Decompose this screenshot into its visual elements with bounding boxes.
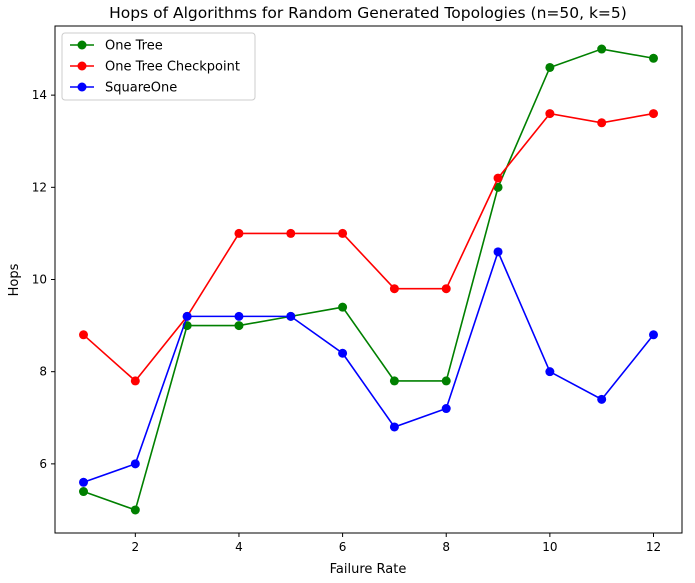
data-point-squareone: [649, 330, 658, 340]
data-point-squareone: [130, 459, 140, 469]
data-point-one-tree-checkpoint: [493, 173, 503, 183]
data-point-one-tree: [597, 44, 607, 54]
y-axis-label: Hops: [7, 263, 22, 296]
legend-item-squareone: SquareOne: [70, 81, 177, 96]
data-point-squareone: [338, 348, 348, 358]
legend-marker: [77, 61, 87, 71]
data-point-squareone: [286, 311, 296, 321]
legend-marker: [77, 40, 87, 50]
x-tick-label: 4: [235, 540, 243, 554]
data-point-one-tree-checkpoint: [79, 330, 88, 340]
plot-frame: [54, 25, 683, 534]
series-line-one-tree: [83, 48, 654, 511]
data-point-one-tree-checkpoint: [649, 109, 658, 119]
legend-item-one-tree: One Tree: [70, 39, 163, 54]
data-point-one-tree: [79, 487, 88, 497]
legend-label: SquareOne: [105, 81, 177, 96]
legend-box: [61, 32, 256, 101]
legend-label: One Tree: [105, 39, 163, 54]
data-point-one-tree: [338, 302, 348, 312]
data-point-one-tree: [441, 376, 451, 386]
data-point-one-tree-checkpoint: [130, 376, 140, 386]
y-tick-label: 8: [39, 365, 47, 379]
data-point-squareone: [389, 422, 399, 432]
data-point-one-tree: [130, 505, 140, 515]
legend-item-one-tree-checkpoint: One Tree Checkpoint: [70, 60, 240, 75]
y-tick-label: 12: [32, 180, 47, 194]
series-squareone: [79, 247, 658, 487]
legend: One Tree One Tree Checkpoint SquareOne: [61, 32, 256, 101]
data-point-one-tree-checkpoint: [389, 284, 399, 294]
x-tick-label: 10: [542, 540, 557, 554]
data-point-squareone: [545, 367, 555, 377]
y-tick-label: 14: [32, 88, 47, 102]
y-tick-label: 10: [32, 273, 47, 287]
data-point-squareone: [234, 311, 244, 321]
data-point-one-tree: [545, 62, 555, 72]
x-tick-label: 12: [646, 540, 661, 554]
y-axis-ticks: 6 8 10 12 14: [32, 88, 55, 471]
data-point-squareone: [493, 247, 503, 257]
data-point-one-tree: [389, 376, 399, 386]
data-point-one-tree: [649, 53, 658, 63]
data-point-squareone: [441, 404, 451, 414]
x-tick-label: 6: [339, 540, 347, 554]
data-point-one-tree-checkpoint: [597, 118, 607, 128]
x-tick-label: 8: [442, 540, 450, 554]
chart-title: Hops of Algorithms for Random Generated …: [109, 4, 627, 22]
data-point-squareone: [79, 477, 88, 487]
legend-marker: [77, 82, 87, 92]
legend-label: One Tree Checkpoint: [105, 60, 240, 75]
data-point-one-tree-checkpoint: [441, 284, 451, 294]
data-point-one-tree: [234, 321, 244, 331]
data-point-one-tree-checkpoint: [234, 228, 244, 238]
series-one-tree: [79, 44, 658, 515]
data-point-one-tree-checkpoint: [338, 228, 348, 238]
series-line-one-tree-checkpoint: [82, 112, 654, 383]
data-point-squareone: [182, 311, 192, 321]
series-line-squareone: [83, 249, 655, 484]
data-point-one-tree-checkpoint: [286, 228, 296, 238]
data-point-squareone: [597, 394, 607, 404]
series-layer: [79, 44, 658, 515]
data-point-one-tree-checkpoint: [545, 109, 555, 119]
data-point-one-tree: [493, 182, 503, 192]
y-tick-label: 6: [39, 457, 47, 471]
x-axis-ticks: 2 4 6 8 10 12: [131, 533, 661, 554]
x-tick-label: 2: [131, 540, 139, 554]
x-axis-label: Failure Rate: [330, 562, 407, 577]
